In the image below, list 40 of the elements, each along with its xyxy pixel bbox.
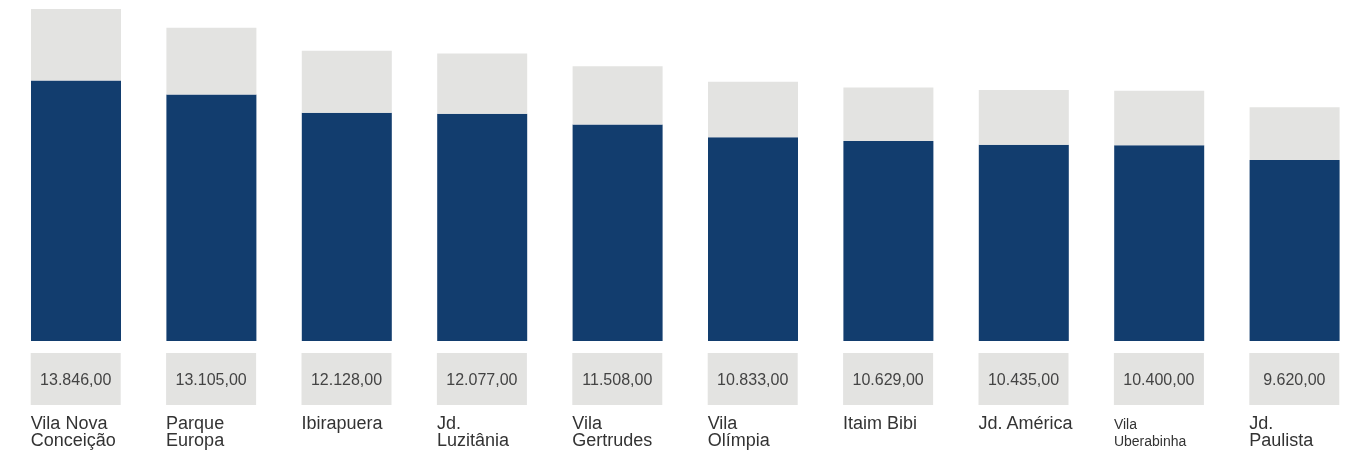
bar [166,94,257,341]
x-tick-label: Ibirapuera [301,413,384,433]
x-tick-label: Vila Nova Conceição [30,413,116,450]
x-tick-label: Vila Uberabinha [1113,416,1187,449]
bar [31,80,121,341]
data-label: 11.508,00 [582,371,653,388]
x-tick-label: Jd. Luzitânia [436,413,510,450]
bar [1249,160,1340,341]
data-label: 13.846,00 [40,371,112,388]
data-label: 10.629,00 [852,371,924,388]
bar [166,27,257,95]
data-label: 10.435,00 [987,371,1060,388]
bar [31,9,121,81]
bar [708,81,798,138]
data-label: 9.620,00 [1263,371,1326,388]
bar [572,124,663,341]
bar [708,137,798,341]
bar [843,141,934,341]
bar [978,90,1069,145]
bar [978,144,1069,341]
x-tick-label: Jd. Paulista [1249,413,1315,450]
bar [301,50,392,113]
data-label: 10.833,00 [717,371,789,388]
bar [437,53,528,114]
bar [301,112,392,341]
bar [1249,107,1340,161]
x-tick-label: Itaim Bibi [843,413,918,433]
x-tick-label: Vila Gertrudes [572,413,653,450]
bar [843,87,934,142]
data-label: 12.077,00 [446,371,518,388]
bar [572,66,663,125]
bar [1114,145,1205,341]
data-label: 10.400,00 [1123,371,1195,388]
bar [1114,90,1205,146]
bar [437,113,528,341]
x-tick-label: Vila Olímpia [707,413,771,450]
data-label: 12.128,00 [310,371,383,388]
x-tick-label: Parque Europa [166,413,226,450]
x-tick-label: Jd. América [978,413,1074,433]
data-label: 13.105,00 [175,371,247,388]
